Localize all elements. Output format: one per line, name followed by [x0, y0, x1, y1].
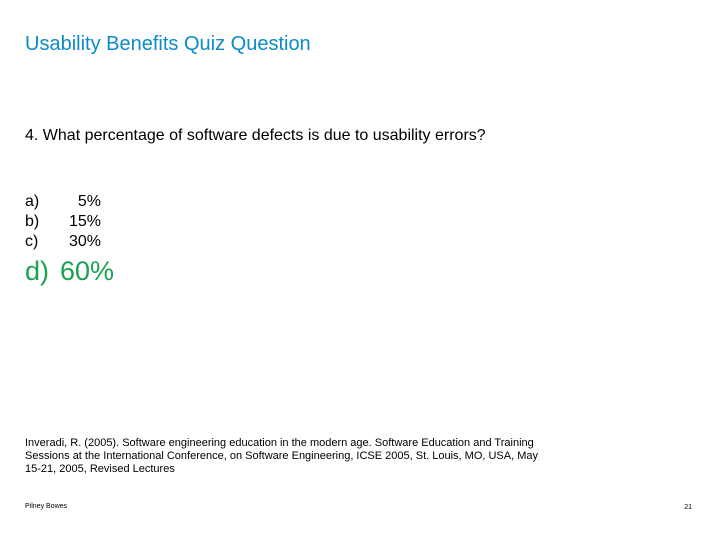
correct-answer: d) 60% — [25, 256, 114, 287]
option-b: b) 15% — [25, 212, 101, 232]
answer-value: 60% — [60, 256, 115, 286]
question-text: 4. What percentage of software defects i… — [25, 127, 486, 144]
option-letter: c) — [25, 233, 39, 250]
citation-text: Inveradi, R. (2005). Software engineerin… — [25, 437, 538, 475]
option-value: 15% — [68, 213, 101, 230]
page-number: 21 — [684, 504, 692, 511]
answer-letter: d) — [25, 256, 50, 286]
slide-title: Usability Benefits Quiz Question — [25, 33, 311, 55]
option-a: a) 5% — [25, 192, 101, 212]
option-value: 5% — [77, 193, 101, 210]
footer-author: Pilney Bowes — [25, 503, 68, 510]
option-letter: b) — [25, 213, 40, 230]
option-value: 30% — [68, 233, 101, 250]
option-c: c) 30% — [25, 232, 101, 252]
answer-options: a) 5% b) 15% c) 30% — [25, 192, 101, 252]
option-letter: a) — [25, 193, 40, 210]
